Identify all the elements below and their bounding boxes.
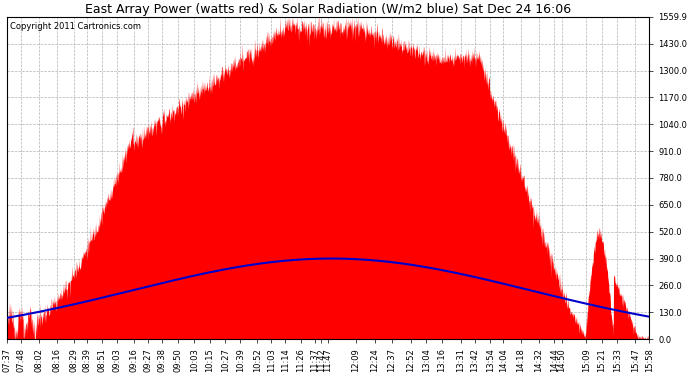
Text: Copyright 2011 Cartronics.com: Copyright 2011 Cartronics.com xyxy=(10,22,141,31)
Title: East Array Power (watts red) & Solar Radiation (W/m2 blue) Sat Dec 24 16:06: East Array Power (watts red) & Solar Rad… xyxy=(85,3,571,16)
